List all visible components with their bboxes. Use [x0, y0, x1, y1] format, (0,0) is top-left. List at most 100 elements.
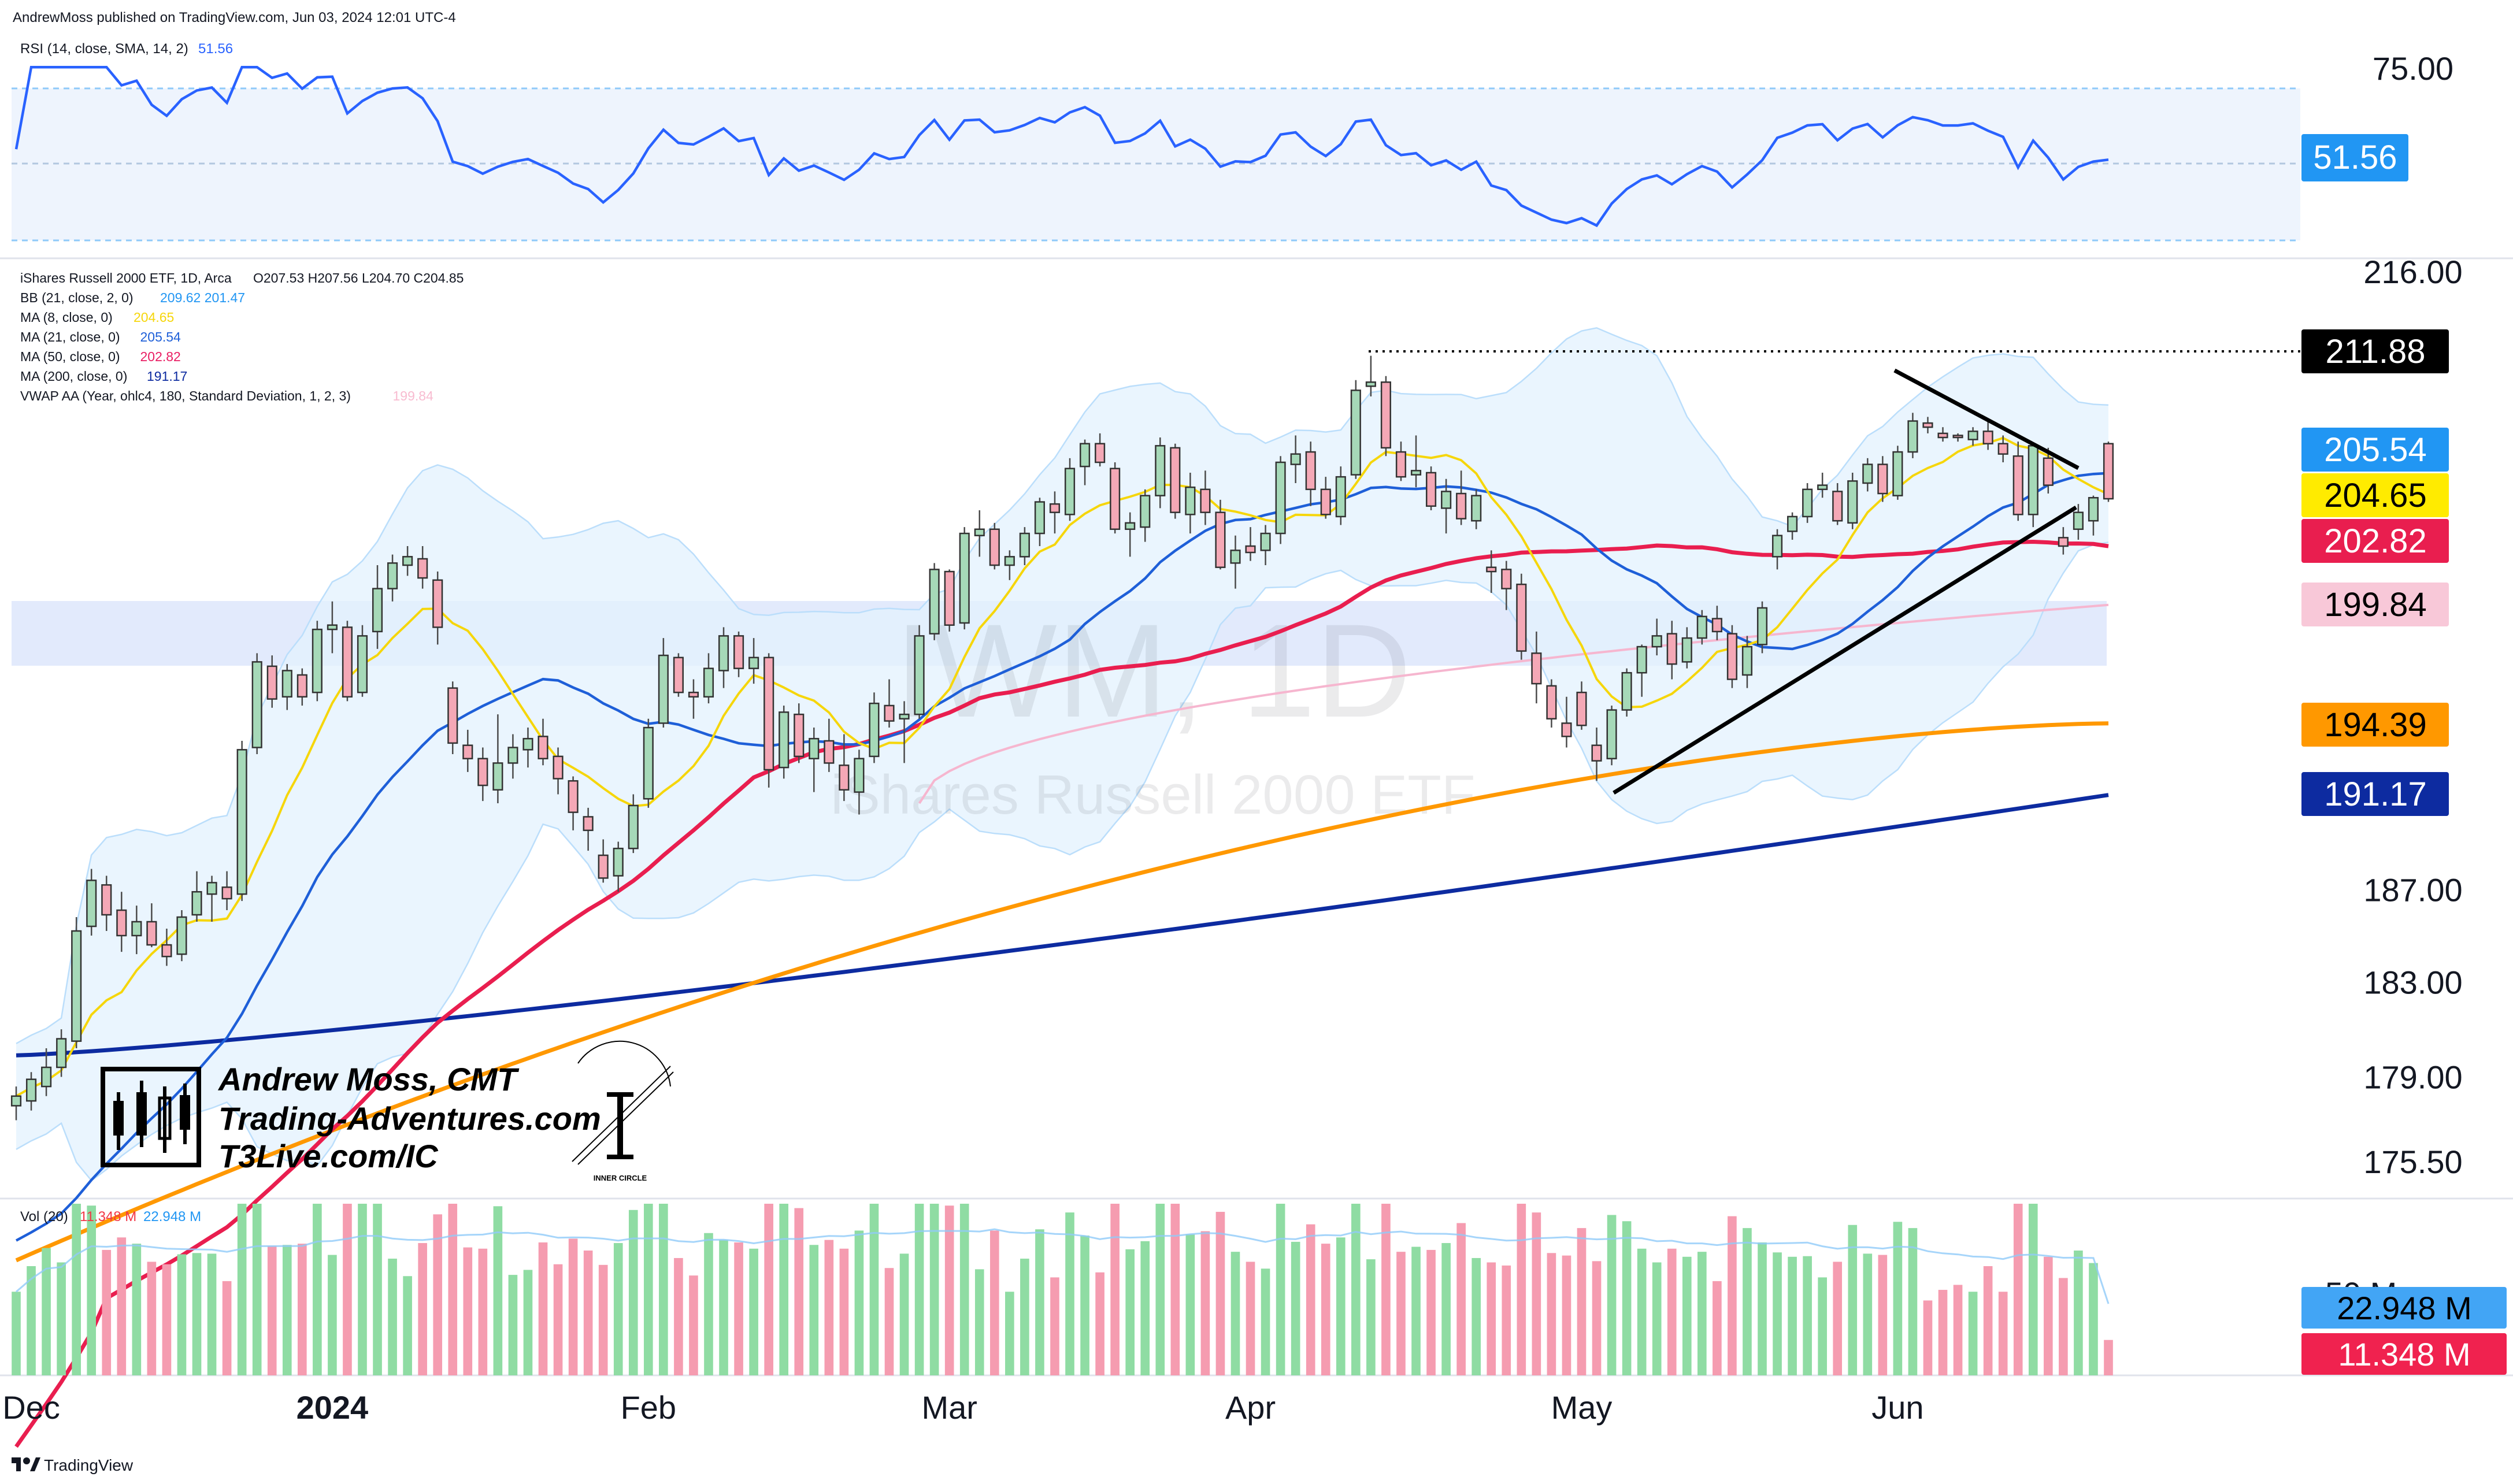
candle	[1441, 478, 1452, 534]
candle-body	[1019, 532, 1030, 558]
candle-body	[1681, 637, 1692, 663]
candle-body	[417, 558, 428, 579]
volume-legend-value1: 11.348 M	[80, 1209, 136, 1225]
candle	[1049, 491, 1061, 534]
volume-bar	[358, 1204, 367, 1375]
candle	[1666, 621, 1677, 680]
price-badge-text: 205.54	[2324, 431, 2426, 469]
candle-body	[387, 562, 398, 589]
candle	[538, 718, 548, 766]
rsi-legend-title: RSI (14, close, SMA, 14, 2)	[20, 41, 188, 57]
candle	[824, 718, 835, 772]
candle-body	[1787, 515, 1798, 532]
candle-body	[899, 713, 910, 720]
candle	[703, 653, 714, 704]
candle	[1170, 443, 1181, 519]
branding-website: Trading-Adventures.com	[218, 1100, 601, 1137]
candle	[1802, 483, 1813, 523]
volume-bar	[237, 1204, 247, 1375]
volume-bar	[1758, 1242, 1767, 1375]
candle	[1365, 355, 1376, 397]
price-badge-text: 194.39	[2324, 706, 2426, 744]
candle-body	[312, 628, 323, 693]
candle	[989, 522, 1000, 570]
volume-bar	[162, 1264, 172, 1375]
candle-body	[673, 656, 684, 693]
volume-bar	[147, 1262, 157, 1375]
volume-bar	[1125, 1249, 1135, 1375]
bollinger-upper-line	[16, 327, 2109, 1044]
candle	[929, 563, 940, 640]
candle-body	[2073, 511, 2084, 530]
rsi-value-badge-bg	[2301, 134, 2408, 181]
candle-body	[1471, 495, 1482, 522]
legend-item-values: 199.84	[393, 388, 434, 403]
candle-body	[1561, 722, 1572, 737]
descending-trendline	[1893, 368, 2080, 470]
volume-bar	[1351, 1204, 1361, 1375]
candle-body	[1937, 432, 1948, 439]
volume-legend-value2: 22.948 M	[143, 1209, 201, 1225]
candle-body	[1591, 744, 1602, 762]
volume-bar	[1923, 1300, 1933, 1375]
candle	[402, 546, 413, 576]
candle	[1832, 483, 1843, 525]
volume-bar	[1743, 1228, 1752, 1375]
ascending-trendline	[1613, 506, 2077, 795]
candle	[2043, 447, 2054, 494]
volume-bar	[749, 1248, 758, 1375]
candle-body	[1982, 431, 1993, 445]
price-badge	[2301, 473, 2449, 517]
ma200-line	[16, 793, 2109, 1058]
candle	[568, 776, 579, 830]
legend-item-values: 191.17	[147, 369, 187, 384]
legend-item-values: 202.82	[140, 349, 181, 364]
volume-bar	[222, 1281, 232, 1375]
candle-body	[1907, 420, 1918, 453]
candle-body	[1696, 615, 1707, 639]
volume-bar	[959, 1204, 969, 1375]
candle-body	[613, 847, 624, 877]
candle-body	[251, 661, 262, 748]
candle-body	[1501, 569, 1512, 589]
candle-body	[1365, 381, 1376, 387]
candle-body	[553, 755, 564, 780]
candle	[176, 910, 187, 962]
ma21-line	[14, 539, 2109, 1448]
price-badge	[2301, 583, 2449, 626]
candle-body	[1486, 566, 1497, 573]
candle	[2058, 527, 2069, 555]
volume-bar	[1788, 1256, 1797, 1375]
candle-body	[854, 758, 865, 793]
candle	[1997, 435, 2008, 462]
price-axis-label: 175.50	[2363, 1144, 2462, 1180]
candle-body	[2012, 455, 2023, 515]
candle-body	[1305, 451, 1316, 491]
volume-bar	[12, 1292, 21, 1375]
candle	[839, 734, 850, 802]
volume-bar	[644, 1204, 653, 1375]
volume-bar	[1637, 1248, 1647, 1375]
volume-bar	[493, 1206, 503, 1375]
volume-bar	[448, 1204, 458, 1375]
candle-body	[1741, 645, 1753, 676]
candle-body	[221, 886, 232, 900]
time-axis-label: May	[1551, 1389, 1613, 1426]
candle	[598, 839, 609, 883]
candle	[794, 703, 805, 763]
candle	[342, 621, 353, 702]
candle	[1817, 472, 1828, 498]
candle-body	[1847, 480, 1858, 524]
candle-body	[1170, 447, 1181, 513]
price-axis: 216.00 187.00 183.00 179.00 175.50	[2363, 254, 2462, 1180]
candle-body	[266, 665, 277, 700]
candle-body	[191, 891, 202, 916]
volume-bar	[1321, 1244, 1330, 1375]
candle-body	[628, 804, 639, 849]
candle	[1862, 458, 1873, 492]
candle	[251, 653, 262, 755]
volume-bars-group	[12, 1204, 2113, 1375]
volume-bar	[267, 1246, 277, 1375]
rsi-legend-value: 51.56	[198, 41, 233, 57]
candle-body	[794, 713, 805, 758]
